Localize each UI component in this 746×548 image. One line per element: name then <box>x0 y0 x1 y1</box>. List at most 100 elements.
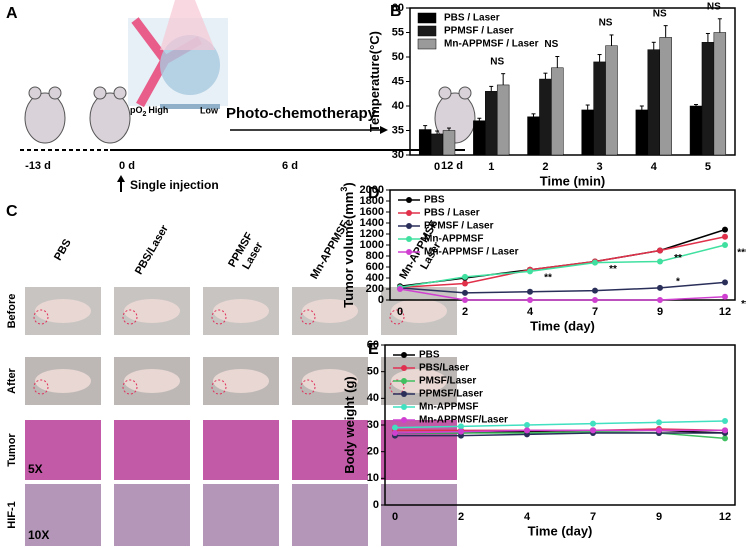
series-line <box>394 429 725 434</box>
y-tick-label: 20 <box>367 446 379 458</box>
legend-label: PBS <box>424 195 445 206</box>
y-tick-label: 600 <box>366 261 384 273</box>
panel-label: E <box>368 341 379 358</box>
legend-marker <box>401 391 407 397</box>
mouse-photo <box>124 299 180 323</box>
y-tick-label: 60 <box>392 2 404 14</box>
point <box>527 288 533 295</box>
bar <box>496 84 510 156</box>
x-tick-label: 4 <box>527 306 534 318</box>
annotation: NS <box>707 1 721 12</box>
magnification: 10X <box>28 528 49 542</box>
x-tick-label: 4 <box>651 161 658 173</box>
legend-swatch <box>417 25 437 37</box>
row-label: Before <box>6 294 18 329</box>
mouse-photo <box>35 299 91 323</box>
x-tick-label: 7 <box>590 511 596 523</box>
tumor-circle <box>122 379 138 395</box>
legend-label: Mn-APPMSF <box>424 234 483 245</box>
bar <box>581 109 594 156</box>
tumor-circle <box>33 379 49 395</box>
bar <box>593 61 606 156</box>
mouse-photo <box>213 299 269 323</box>
legend-label: PBS/Laser <box>419 363 469 374</box>
bar <box>473 120 486 156</box>
photo <box>203 484 279 546</box>
legend-marker <box>401 417 407 423</box>
point <box>524 422 530 428</box>
legend-label: PPMSF / Laser <box>444 26 514 37</box>
x-tick-label: 0 <box>392 511 398 523</box>
bar <box>442 130 456 156</box>
legend-marker <box>401 352 407 358</box>
bar <box>485 91 498 156</box>
legend-label: PBS <box>419 350 440 361</box>
legend-label: Mn-APPMSF / Laser <box>444 39 539 50</box>
tumor-circle <box>300 379 316 395</box>
x-tick-label: 4 <box>524 511 531 523</box>
y-tick-label: 1200 <box>360 228 384 240</box>
legend-label: Mn-APPMSF <box>419 402 478 413</box>
timepoint: -13 d <box>25 160 51 172</box>
row-label: HIF-1 <box>6 501 18 529</box>
point <box>656 427 662 434</box>
annotation: * <box>676 277 680 288</box>
mouse-photo <box>124 369 180 393</box>
po2-label: pO2 High <box>130 105 168 117</box>
tumor-circle <box>300 309 316 325</box>
point <box>462 297 468 303</box>
photo <box>292 420 368 480</box>
y-tick-label: 50 <box>367 366 379 378</box>
y-tick-label: 50 <box>392 51 404 63</box>
x-tick-label: 0 <box>434 161 440 173</box>
series-line <box>399 236 726 289</box>
legend-label: PBS / Laser <box>424 208 480 219</box>
bar <box>689 105 703 156</box>
bar <box>418 129 432 156</box>
timepoint: 12 d <box>441 160 463 172</box>
point <box>722 242 728 248</box>
legend-marker <box>401 365 407 371</box>
column-label: PBS/Laser <box>133 223 171 277</box>
bar <box>430 133 444 156</box>
point <box>656 419 662 426</box>
x-axis-label: Time (day) <box>528 523 593 538</box>
panel-label: D <box>368 185 380 202</box>
legend-marker <box>406 236 412 242</box>
annotation: NS <box>490 56 504 67</box>
y-tick-label: 55 <box>392 26 404 38</box>
mouse-photo <box>302 299 358 323</box>
x-tick-label: 7 <box>592 306 598 318</box>
annotation: NS <box>599 18 613 29</box>
annotation: ** <box>674 253 682 264</box>
legend-label: Mn-APPMSF / Laser <box>424 247 519 258</box>
bar <box>701 42 715 156</box>
point <box>462 273 468 280</box>
bar <box>527 116 540 156</box>
annotation: ** <box>741 299 746 310</box>
series-line <box>399 244 726 289</box>
y-tick-label: 35 <box>392 124 404 136</box>
po2-sub: 2 <box>143 111 147 118</box>
y-tick-label: 60 <box>367 339 379 351</box>
legend-marker <box>406 249 412 255</box>
point <box>458 423 464 430</box>
annotation: **** <box>737 248 746 259</box>
legend-marker <box>406 197 412 203</box>
legend-label: PBS / Laser <box>444 13 500 24</box>
mouse-photo <box>391 369 447 393</box>
y-tick-label: 0 <box>373 499 379 511</box>
bar <box>659 37 672 156</box>
x-tick-label: 5 <box>705 161 711 173</box>
mouse-illustration <box>24 86 476 144</box>
series-line <box>395 430 726 440</box>
legend-marker <box>406 223 412 229</box>
row-label: After <box>6 367 18 393</box>
photo <box>114 420 190 480</box>
injection-label: Single injection <box>130 178 219 192</box>
series-line <box>394 420 726 429</box>
series-line <box>395 432 725 437</box>
y-tick-label: 30 <box>367 419 379 431</box>
